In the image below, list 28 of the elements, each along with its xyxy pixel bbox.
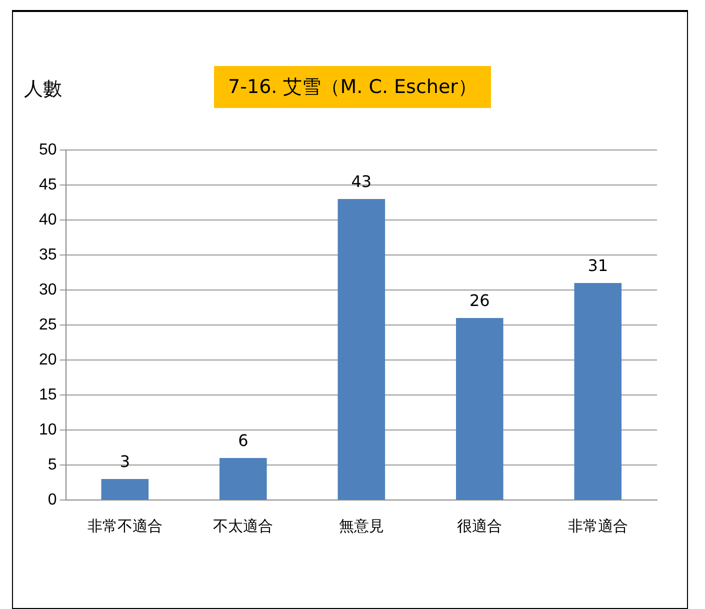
x-tick-label: 非常適合: [568, 518, 628, 536]
y-tick-label: 15: [39, 386, 57, 404]
y-tick-label: 0: [48, 491, 57, 508]
bar: [101, 479, 149, 500]
chart-title: 7-16. 艾雪（M. C. Escher）: [214, 66, 491, 108]
y-tick-label: 40: [39, 211, 57, 228]
bar: [220, 458, 267, 500]
data-label: 31: [588, 256, 608, 276]
data-label: 3: [120, 452, 130, 472]
y-axis-title: 人數: [24, 77, 62, 102]
y-tick-label: 50: [39, 141, 57, 158]
data-label: 26: [469, 291, 490, 310]
y-tick-label: 30: [39, 281, 57, 298]
bar: [338, 199, 386, 500]
bar: [456, 318, 504, 500]
x-tick-label: 無意見: [338, 518, 384, 536]
y-tick-label: 35: [39, 246, 57, 264]
x-tick-label: 很適合: [457, 518, 502, 536]
data-label: 43: [351, 172, 372, 192]
y-tick-label: 5: [48, 456, 57, 474]
y-tick-label: 20: [39, 351, 57, 368]
x-tick-label: 非常不適合: [87, 518, 162, 536]
x-tick-label: 不太適合: [213, 518, 274, 536]
y-tick-label: 25: [39, 316, 57, 334]
bar: [574, 283, 622, 500]
data-label: 6: [238, 431, 248, 450]
y-tick-label: 10: [39, 421, 57, 438]
y-tick-label: 45: [39, 176, 57, 194]
